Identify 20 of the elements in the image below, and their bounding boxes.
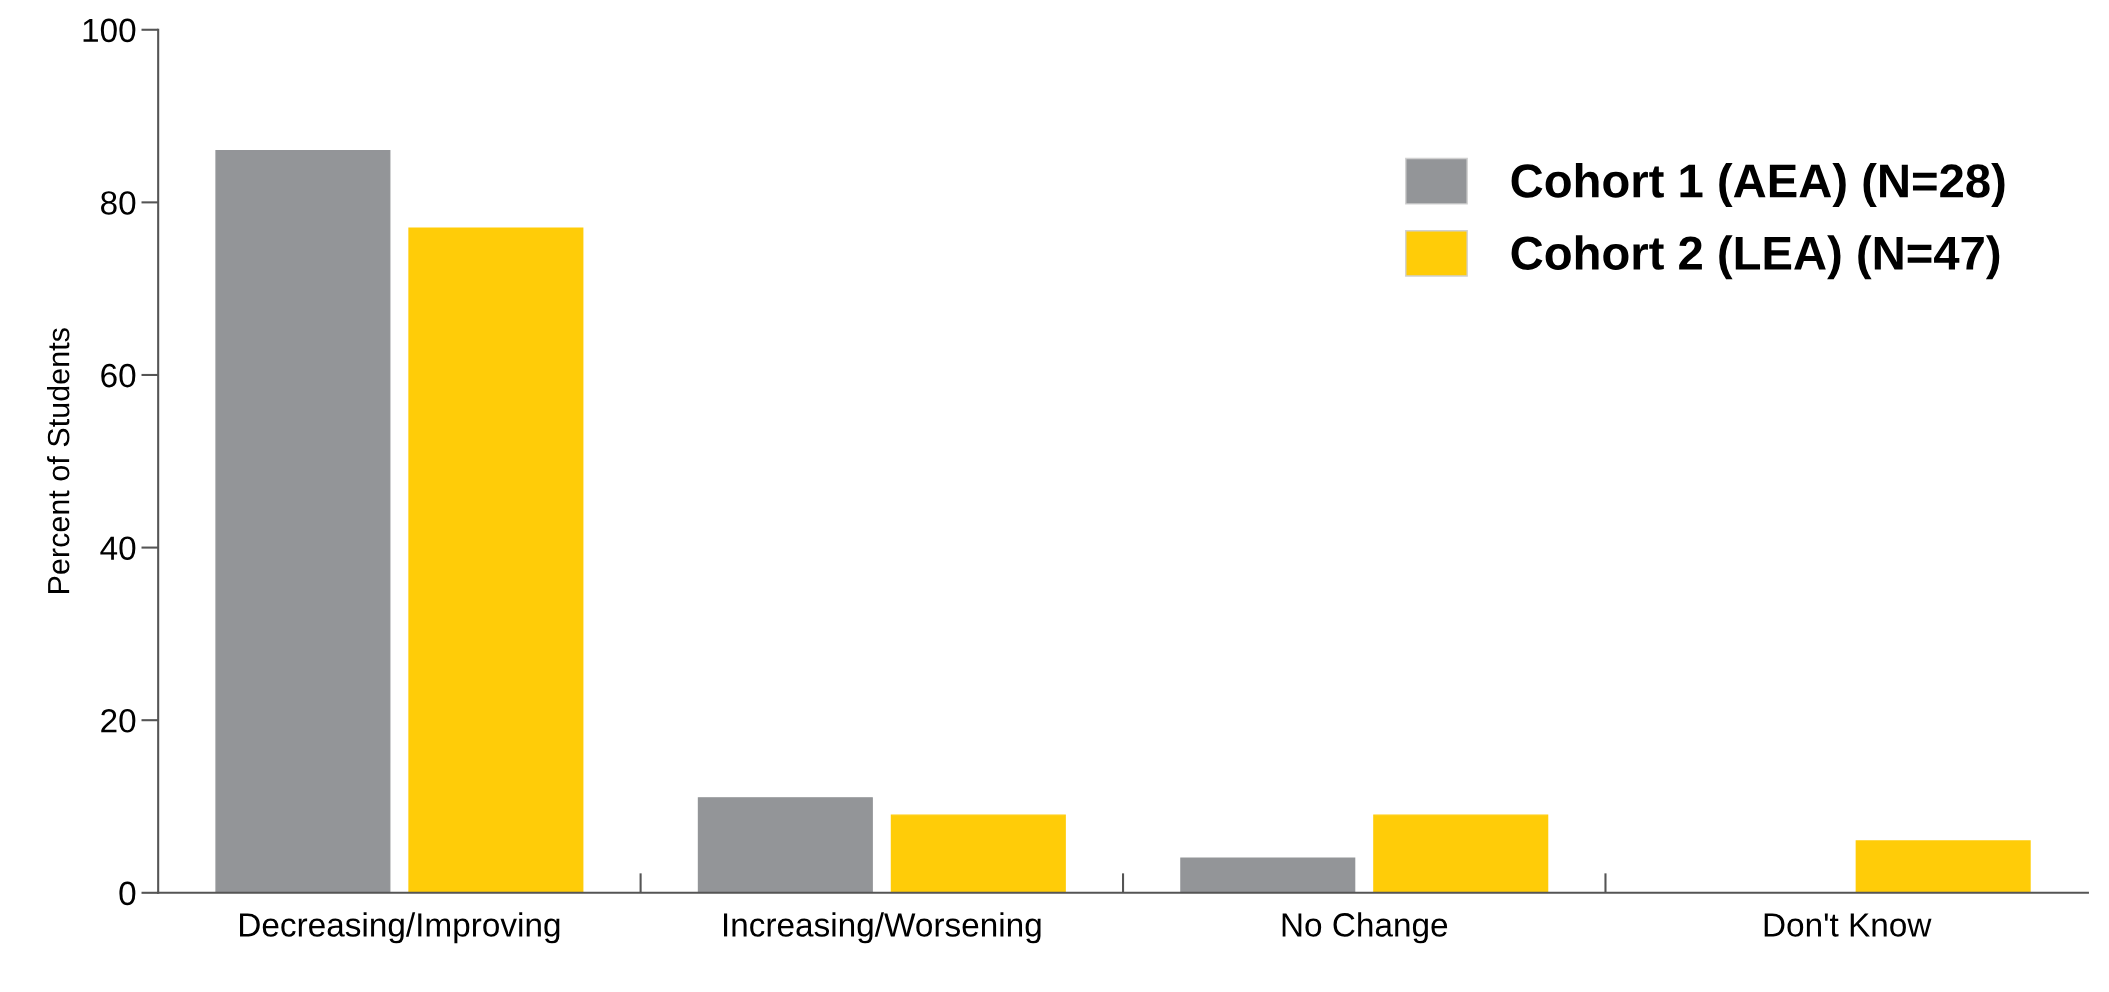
bar xyxy=(1180,857,1356,893)
y-tick-label: 20 xyxy=(101,708,136,733)
x-tick-label: Increasing/Worsening xyxy=(724,912,1041,944)
bar xyxy=(890,814,1066,893)
y-axis-title: Percent of Students xyxy=(47,328,70,593)
legend-label: Cohort 1 (AEA) (N=28) xyxy=(1511,163,2005,208)
bar xyxy=(697,797,873,893)
y-tick-label: 60 xyxy=(101,363,136,388)
bar xyxy=(215,149,391,893)
y-tick-label: 40 xyxy=(100,536,136,560)
x-tick-label: Decreasing/Improving xyxy=(240,912,560,944)
x-tick-label: No Change xyxy=(1282,912,1448,944)
y-tick-label: 80 xyxy=(101,191,136,215)
bar xyxy=(1373,814,1549,893)
bar xyxy=(1855,840,2031,893)
y-tick-label: 100 xyxy=(83,18,136,43)
legend-label: Cohort 2 (LEA) (N=47) xyxy=(1511,235,2000,280)
x-tick-label: Don't Know xyxy=(1764,913,1932,937)
y-tick-label: 0 xyxy=(119,881,136,906)
bar xyxy=(408,227,584,893)
